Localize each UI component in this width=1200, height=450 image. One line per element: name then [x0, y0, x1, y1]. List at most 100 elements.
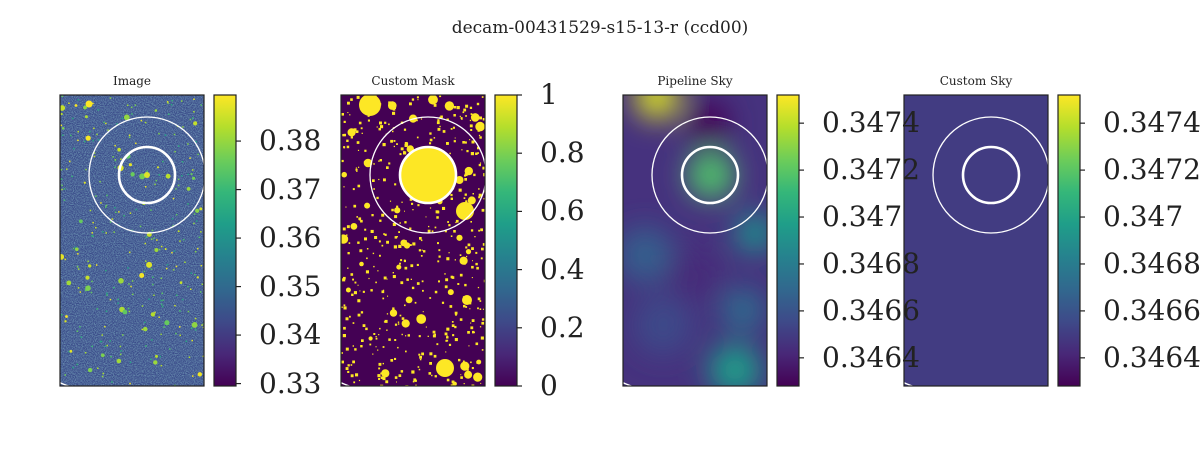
mask-pixel: [355, 373, 359, 377]
mask-pixel: [367, 119, 370, 122]
noise-pixel: [107, 129, 109, 131]
mask-pixel: [375, 346, 377, 348]
mask-pixel: [386, 329, 388, 331]
mask-pixel: [411, 202, 414, 205]
mask-pixel: [454, 137, 456, 139]
sky-blob: [709, 344, 761, 386]
mask-pixel: [386, 166, 389, 169]
noise-pixel: [150, 268, 153, 270]
noise-pixel: [74, 246, 77, 249]
masked-source: [447, 289, 454, 296]
mask-pixel: [467, 243, 471, 247]
noise-pixel: [177, 178, 180, 181]
mask-pixel: [357, 313, 361, 317]
masked-source: [452, 381, 457, 386]
noise-pixel: [161, 305, 164, 308]
mask-pixel: [379, 327, 381, 330]
mask-pixel: [429, 132, 432, 135]
mask-pixel: [483, 279, 485, 283]
mask-pixel: [382, 377, 386, 381]
noise-pixel: [171, 218, 174, 220]
noise-pixel: [190, 288, 192, 290]
star-source: [75, 247, 79, 252]
mask-pixel: [432, 334, 436, 338]
noise-pixel: [164, 134, 167, 136]
mask-pixel: [454, 338, 458, 342]
mask-pixel: [346, 145, 350, 149]
mask-pixel: [403, 151, 407, 155]
mask-pixel: [360, 311, 364, 314]
mask-pixel: [354, 348, 357, 351]
mask-pixel: [381, 290, 385, 294]
noise-pixel: [135, 142, 137, 145]
mask-pixel: [464, 283, 467, 287]
noise-pixel: [184, 261, 186, 263]
mask-pixel: [436, 121, 440, 125]
mask-pixel: [356, 130, 359, 133]
mask-pixel: [446, 339, 449, 342]
mask-pixel: [405, 335, 407, 337]
mask-pixel: [429, 138, 433, 142]
mask-pixel: [394, 323, 398, 326]
masked-source: [345, 287, 351, 293]
masked-source: [467, 196, 476, 205]
noise-pixel: [175, 294, 178, 296]
noise-pixel: [97, 367, 99, 369]
noise-pixel: [106, 292, 108, 295]
mask-pixel: [469, 106, 473, 109]
mask-pixel: [350, 98, 353, 101]
mask-pixel: [420, 118, 423, 120]
colorbar-tick-label: 0.33: [259, 366, 322, 400]
masked-source: [350, 223, 358, 230]
mask-pixel: [471, 265, 474, 269]
mask-pixel: [431, 230, 434, 233]
mask-pixel: [460, 117, 463, 120]
masked-source: [341, 234, 349, 244]
mask-pixel: [463, 108, 467, 112]
mask-pixel: [394, 236, 398, 239]
panel-title-image: Image: [112, 74, 152, 88]
mask-pixel: [342, 134, 345, 137]
mask-pixel: [342, 278, 346, 282]
outer-aperture-circle: [88, 116, 204, 234]
mask-pixel: [365, 270, 369, 274]
noise-pixel: [109, 340, 111, 342]
star-source: [116, 358, 122, 364]
mask-pixel: [407, 334, 410, 337]
mask-pixel: [444, 230, 447, 233]
masked-source: [347, 128, 356, 137]
mask-pixel: [387, 295, 389, 297]
inner-aperture-circle: [961, 145, 1021, 205]
noise-pixel: [100, 202, 102, 204]
mask-pixel: [372, 353, 374, 355]
noise-pixel: [105, 232, 107, 234]
noise-pixel: [71, 175, 73, 178]
noise-pixel: [165, 267, 168, 270]
panel-2-frame: [622, 94, 768, 387]
star-source: [179, 281, 183, 284]
colorbar-1-frame: [494, 94, 518, 387]
mask-pixel: [380, 376, 384, 379]
panel-title-custom-sky: Custom Sky: [939, 74, 1013, 88]
mask-pixel: [439, 95, 442, 98]
masked-source: [460, 361, 470, 371]
panel-0-image: [60, 95, 204, 386]
mask-pixel: [479, 300, 482, 302]
noise-pixel: [122, 334, 124, 336]
mask-pixel: [421, 280, 424, 283]
mask-pixel: [376, 196, 379, 200]
mask-pixel: [383, 321, 386, 323]
noise-pixel: [192, 169, 194, 171]
noise-pixel: [163, 326, 165, 328]
noise-pixel: [173, 133, 176, 136]
mask-pixel: [373, 163, 375, 165]
noise-pixel: [105, 122, 107, 125]
star-source: [164, 320, 170, 326]
mask-pixel: [419, 355, 422, 359]
noise-pixel: [61, 95, 64, 98]
mask-pixel: [477, 152, 479, 154]
mask-pixel: [481, 247, 484, 251]
star-source: [154, 248, 159, 252]
mask-pixel: [446, 327, 450, 331]
noise-pixel: [161, 303, 163, 306]
